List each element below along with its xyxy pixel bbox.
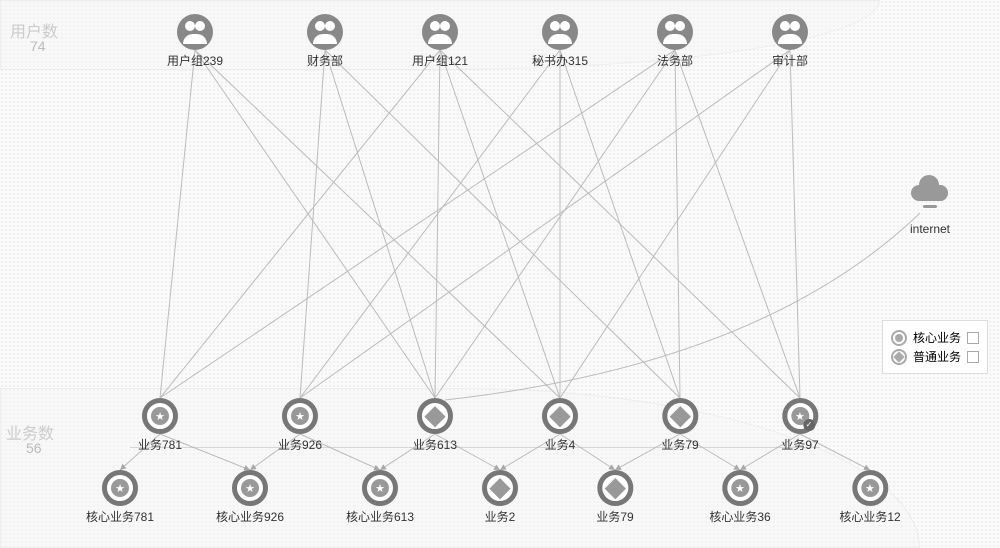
normal-service-icon — [482, 470, 518, 506]
users-icon — [542, 14, 578, 50]
node-label: 业务781 — [138, 436, 182, 453]
core-service-icon: ★✓ — [782, 398, 818, 434]
service-node[interactable]: 业务613 — [413, 398, 457, 453]
node-label: 业务926 — [278, 436, 322, 453]
node-label: 审计部 — [772, 52, 808, 69]
users-icon — [422, 14, 458, 50]
core-service-icon: ★ — [282, 398, 318, 434]
node-label: 法务部 — [657, 52, 693, 69]
users-icon — [177, 14, 213, 50]
service-node[interactable]: 业务4 — [542, 398, 578, 453]
node-label: 核心业务12 — [839, 508, 900, 525]
service-node[interactable]: ★ 核心业务12 — [839, 470, 900, 525]
node-label: 业务79 — [596, 508, 633, 525]
internet-node[interactable]: internet — [905, 175, 955, 236]
core-service-icon: ★ — [722, 470, 758, 506]
normal-service-icon — [542, 398, 578, 434]
legend-label-normal: 普通业务 — [913, 348, 961, 365]
status-badge-icon: ✓ — [803, 419, 815, 431]
normal-service-icon — [597, 470, 633, 506]
core-service-icon: ★ — [102, 470, 138, 506]
node-label: internet — [905, 222, 955, 236]
service-node[interactable]: 业务79 — [596, 470, 633, 525]
normal-service-icon — [417, 398, 453, 434]
normal-service-icon — [662, 398, 698, 434]
users-icon — [307, 14, 343, 50]
legend-row-normal[interactable]: 普通业务 — [891, 348, 979, 365]
users-icon — [657, 14, 693, 50]
node-label: 核心业务926 — [216, 508, 284, 525]
node-label: 业务79 — [661, 436, 698, 453]
legend-label-core: 核心业务 — [913, 329, 961, 346]
legend-check-normal[interactable] — [967, 351, 979, 363]
node-label: 核心业务36 — [709, 508, 770, 525]
services-panel-count: 56 — [26, 440, 42, 456]
legend-row-core[interactable]: 核心业务 — [891, 329, 979, 346]
service-node[interactable]: ★ 业务781 — [138, 398, 182, 453]
service-node[interactable]: ★ 核心业务926 — [216, 470, 284, 525]
service-node[interactable]: ★ 核心业务781 — [86, 470, 154, 525]
node-label: 核心业务613 — [346, 508, 414, 525]
legend-check-core[interactable] — [967, 332, 979, 344]
users-icon — [772, 14, 808, 50]
core-service-icon: ★ — [232, 470, 268, 506]
core-icon — [891, 330, 907, 346]
service-node[interactable]: ★ 核心业务613 — [346, 470, 414, 525]
service-node[interactable]: 业务79 — [661, 398, 698, 453]
users-panel-count: 74 — [30, 38, 46, 54]
node-label: 业务97 — [781, 436, 818, 453]
core-service-icon: ★ — [142, 398, 178, 434]
cloud-icon — [905, 175, 955, 215]
core-service-icon: ★ — [852, 470, 888, 506]
node-label: 业务613 — [413, 436, 457, 453]
node-label: 财务部 — [307, 52, 343, 69]
core-service-icon: ★ — [362, 470, 398, 506]
node-label: 用户组121 — [412, 52, 468, 69]
service-row-divider — [130, 447, 820, 448]
normal-icon — [891, 349, 907, 365]
node-label: 核心业务781 — [86, 508, 154, 525]
node-label: 秘书办315 — [532, 52, 588, 69]
service-node[interactable]: ★ 业务926 — [278, 398, 322, 453]
legend: 核心业务 普通业务 — [882, 320, 988, 374]
node-label: 业务2 — [482, 508, 518, 525]
user-group-node[interactable]: 用户组121 — [412, 14, 468, 69]
service-node[interactable]: ★ 核心业务36 — [709, 470, 770, 525]
user-group-node[interactable]: 用户组239 — [167, 14, 223, 69]
user-group-node[interactable]: 审计部 — [772, 14, 808, 69]
service-node[interactable]: 业务2 — [482, 470, 518, 525]
user-group-node[interactable]: 法务部 — [657, 14, 693, 69]
node-label: 用户组239 — [167, 52, 223, 69]
node-label: 业务4 — [542, 436, 578, 453]
service-node[interactable]: ★✓ 业务97 — [781, 398, 818, 453]
user-group-node[interactable]: 秘书办315 — [532, 14, 588, 69]
user-group-node[interactable]: 财务部 — [307, 14, 343, 69]
